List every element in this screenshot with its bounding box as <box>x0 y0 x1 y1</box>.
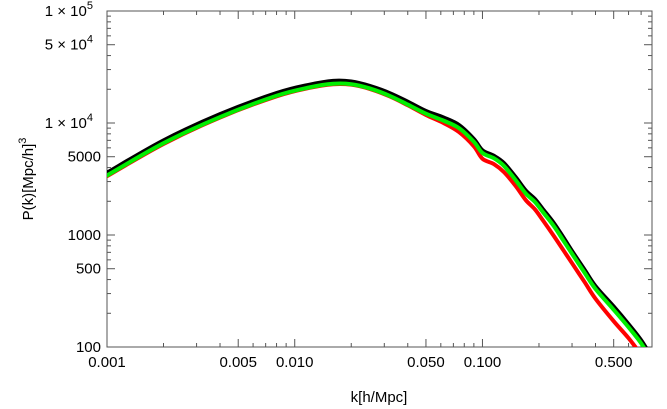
x-axis-ticks: 0.001 0.005 0.010 0.050 0.100 0.500 <box>88 11 653 371</box>
series-line-3 <box>107 81 646 347</box>
x-tick-label: 0.005 <box>219 354 257 371</box>
x-tick-label: 0.100 <box>464 354 502 371</box>
x-tick-label: 0.010 <box>276 354 314 371</box>
y-tick-label: 100 <box>76 339 101 356</box>
y-axis-label: P(k)[Mpc/h]3 <box>17 138 37 221</box>
x-tick-label: 0.050 <box>407 354 445 371</box>
x-tick-label: 0.500 <box>595 354 633 371</box>
y-axis-ticks: 100 500 1000 5000 1 × 104 5 × 104 1 × 105 <box>45 0 652 356</box>
y-tick-label: 1 × 104 <box>45 112 93 132</box>
y-tick-label: 500 <box>76 261 101 278</box>
plot-frame <box>106 10 653 348</box>
y-tick-label: 5000 <box>68 149 101 166</box>
y-tick-label: 1000 <box>68 227 101 244</box>
x-axis-label: k[h/Mpc] <box>351 389 408 406</box>
y-tick-label: 5 × 104 <box>45 34 93 54</box>
y-tick-label: 1 × 105 <box>45 0 93 20</box>
series-line-1 <box>107 78 648 347</box>
x-tick-label: 0.001 <box>88 354 126 371</box>
series-layer <box>107 78 648 347</box>
